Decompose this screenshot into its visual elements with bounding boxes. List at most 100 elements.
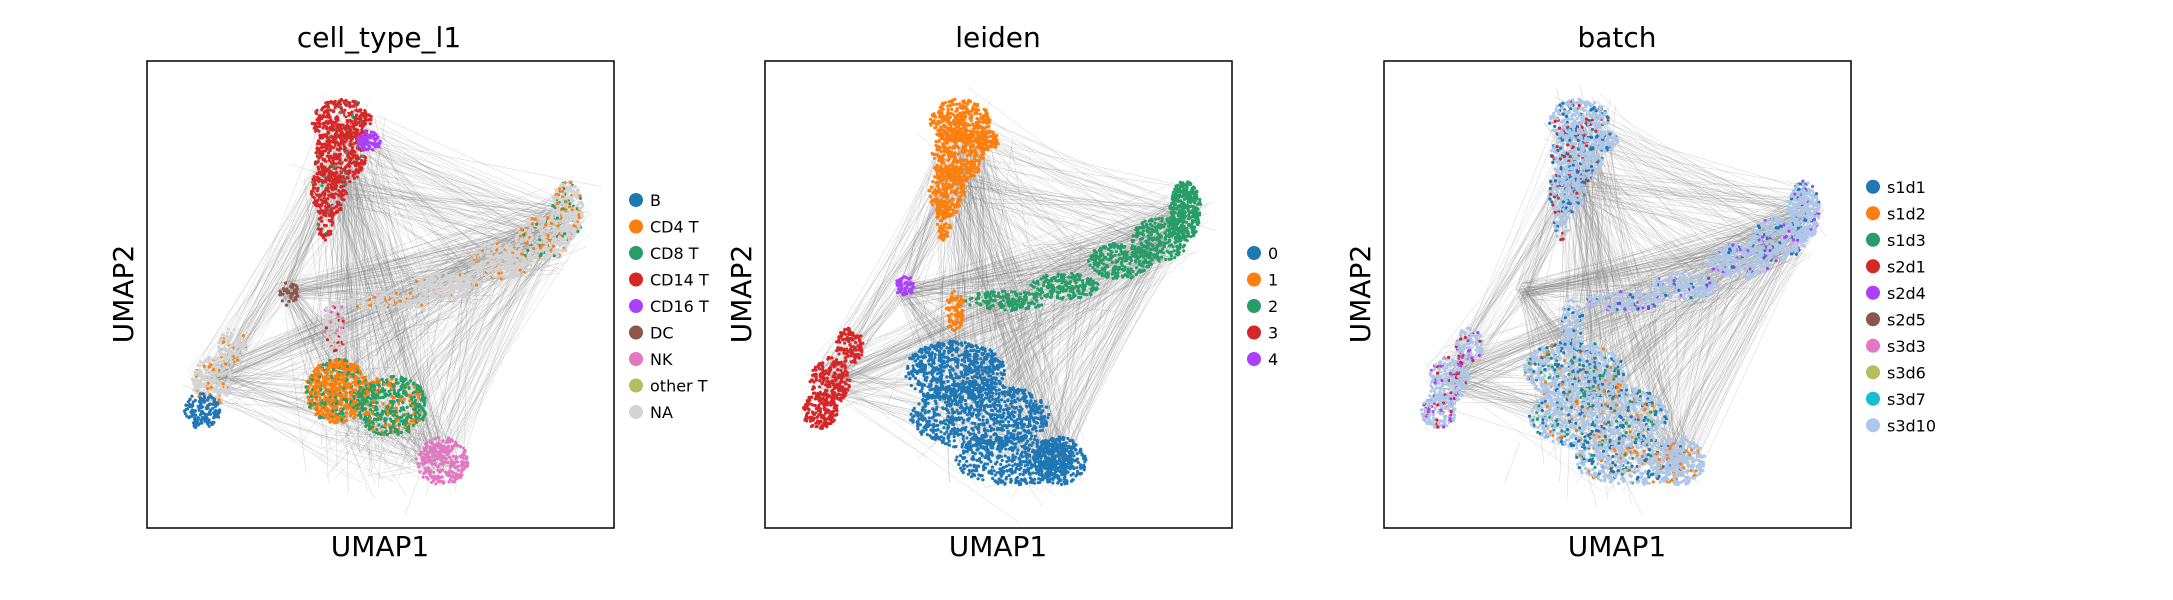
scatter-point (479, 246, 484, 250)
scatter-point (368, 122, 372, 126)
scatter-point (228, 368, 232, 372)
scatter-point (408, 379, 412, 383)
scatter-point (320, 410, 324, 414)
scatter-point (518, 248, 522, 252)
scatter-point (573, 206, 577, 210)
scatter-point (348, 180, 352, 184)
scatter-point (326, 141, 330, 145)
graph-edge (328, 200, 569, 253)
scatter-point (226, 341, 230, 346)
scatter-point (344, 112, 348, 116)
scatter-point (408, 291, 412, 295)
scatter-point (489, 267, 493, 271)
scatter-point (418, 295, 422, 299)
scatter-point (348, 300, 352, 304)
scatter-point (342, 184, 346, 188)
graph-edge (319, 258, 571, 459)
scatter-point (327, 158, 331, 162)
scatter-point (320, 401, 324, 405)
graph-edge (281, 281, 404, 292)
scatter-point (403, 422, 407, 426)
graph-edge (408, 240, 542, 466)
scatter-point (572, 224, 576, 228)
scatter-point (414, 287, 418, 291)
graph-edge (365, 118, 490, 299)
scatter-point (214, 408, 218, 412)
graph-edge (293, 291, 362, 411)
graph-edge (333, 130, 534, 233)
scatter-point (560, 243, 564, 247)
scatter-point (307, 386, 311, 390)
scatter-point (371, 290, 375, 294)
graph-edge (371, 141, 429, 453)
graph-edge (288, 196, 563, 290)
scatter-point (323, 401, 327, 405)
scatter-point (421, 408, 425, 412)
scatter-point (433, 277, 437, 281)
scatter-point (308, 405, 312, 409)
scatter-point (542, 220, 546, 224)
scatter-point (199, 404, 203, 408)
scatter-point (460, 276, 464, 280)
scatter-point (403, 385, 407, 390)
scatter-point (329, 340, 333, 344)
graph-edge (417, 423, 425, 478)
graph-edge (359, 249, 566, 364)
scatter-point (198, 364, 202, 368)
scatter-point (326, 100, 330, 104)
scatter-point (217, 398, 221, 402)
scatter-point (529, 263, 533, 267)
scatter-point (323, 172, 327, 176)
graph-edge (416, 288, 458, 458)
scatter-point (392, 413, 396, 417)
graph-edge (339, 184, 418, 292)
scatter-point (340, 305, 344, 309)
scatter-point (396, 381, 400, 385)
graph-edge (329, 174, 550, 238)
scatter-point (206, 406, 210, 410)
scatter-point (208, 378, 212, 382)
scatter-point (390, 387, 394, 391)
scatter-point (350, 387, 355, 391)
graph-edge (343, 144, 389, 421)
graph-edge (213, 184, 369, 380)
graph-edge (334, 211, 562, 409)
graph-edge (358, 256, 508, 386)
scatter-point (372, 131, 376, 135)
scatter-point (557, 187, 562, 191)
scatter-point (420, 417, 424, 421)
graph-edge (329, 188, 472, 229)
scatter-point (326, 391, 330, 395)
scatter-point (333, 120, 337, 124)
scatter-point (393, 295, 397, 299)
scatter-point (371, 391, 375, 395)
scatter-point (334, 362, 338, 366)
graph-edge (290, 276, 467, 290)
graph-edge (287, 291, 361, 401)
scatter-point (324, 369, 329, 374)
scatter-point (507, 260, 511, 265)
scatter-point (198, 378, 202, 382)
scatter-point (332, 301, 336, 305)
scatter-point (357, 300, 361, 304)
scatter-point (480, 266, 484, 270)
scatter-point (383, 388, 387, 392)
graph-edge (287, 198, 357, 289)
scatter-point (485, 259, 489, 263)
graph-edge (282, 297, 332, 450)
scatter-point (320, 367, 324, 371)
scatter-point (419, 405, 423, 409)
graph-edge (443, 258, 529, 465)
scatter-point (312, 121, 316, 125)
scatter-point (378, 299, 382, 303)
scatter-point (202, 364, 206, 368)
scatter-point (366, 134, 370, 138)
scatter-point (212, 357, 216, 361)
scatter-point (411, 418, 415, 422)
scatter-point (195, 418, 199, 422)
scatter-point (502, 274, 506, 278)
scatter-point (555, 201, 559, 206)
scatter-point (191, 411, 195, 415)
scatter-point (312, 369, 316, 373)
scatter-point (204, 358, 208, 362)
